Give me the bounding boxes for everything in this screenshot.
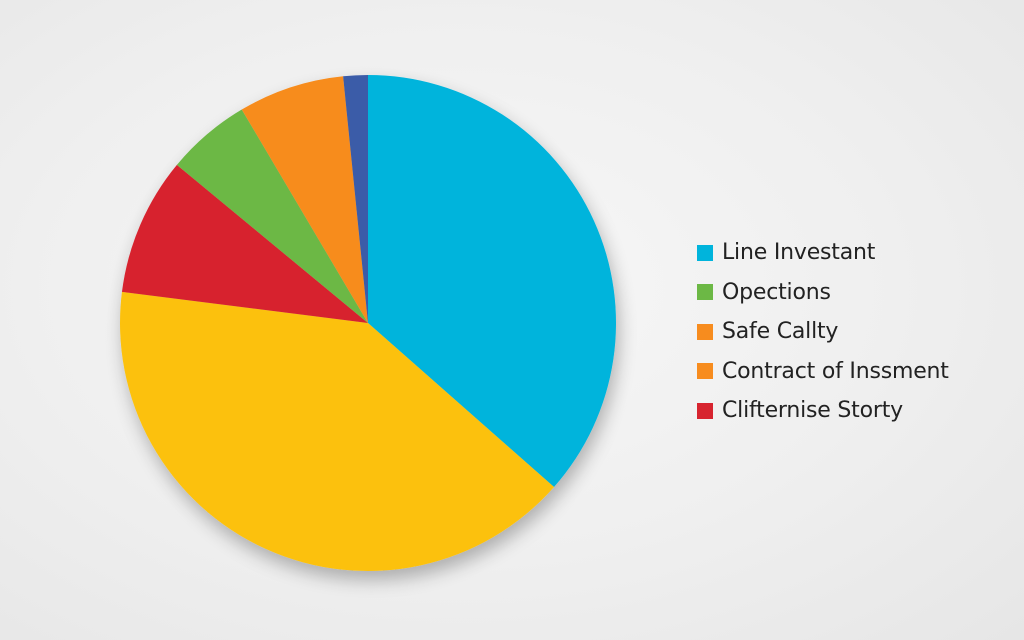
pie-slice-5 — [241, 76, 368, 323]
legend-swatch — [697, 244, 713, 261]
pie-slice-1 — [368, 75, 617, 488]
pie-slice-6 — [343, 75, 368, 323]
legend-label: Clifternise Storty — [722, 398, 903, 424]
legend-swatch — [697, 284, 713, 301]
legend-label: Line Investant — [722, 240, 876, 266]
legend-label: Contract of Inssment — [722, 358, 949, 384]
legend-item: Opections — [697, 273, 949, 313]
pie-slice-2 — [120, 291, 555, 572]
legend-label: Opections — [722, 279, 831, 305]
legend-item: Line Investant — [697, 233, 949, 273]
pie-slice-3 — [121, 164, 369, 323]
legend-item: Clifternise Storty — [697, 391, 949, 431]
legend: Line Investant Opections Safe Callty Contra… — [697, 233, 949, 431]
pie-slice-4 — [176, 109, 368, 323]
legend-swatch — [697, 402, 713, 419]
legend-label: Safe Callty — [722, 319, 839, 345]
legend-swatch — [697, 363, 713, 380]
legend-item: Safe Callty — [697, 312, 949, 352]
legend-item: Contract of Inssment — [697, 352, 949, 392]
legend-swatch — [697, 323, 713, 340]
pie-slices — [120, 75, 617, 572]
